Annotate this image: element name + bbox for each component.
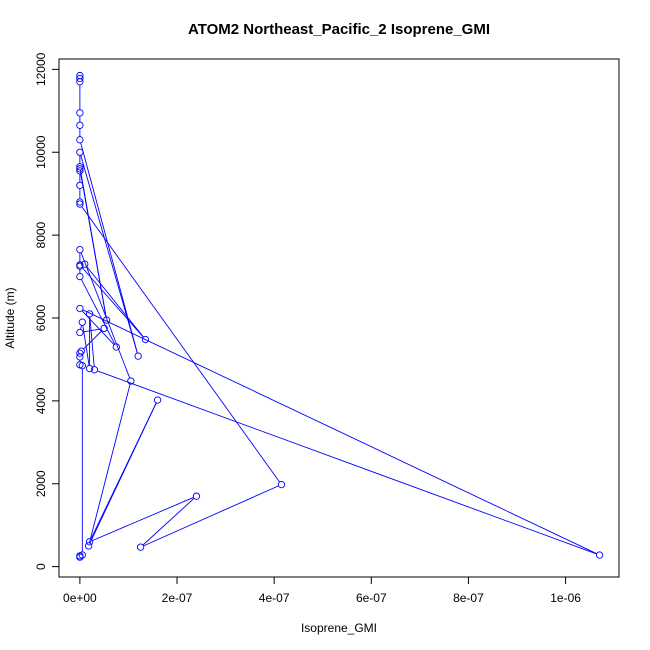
series-line-segment xyxy=(82,328,102,333)
x-tick-label: 1e-06 xyxy=(550,591,581,605)
x-axis-label: Isoprene_GMI xyxy=(301,621,377,635)
data-point xyxy=(85,310,94,318)
data-point xyxy=(76,78,84,86)
data-point xyxy=(85,538,94,546)
y-axis-label: Altitude (m) xyxy=(3,287,17,348)
y-tick-label: 4000 xyxy=(34,387,48,414)
data-point xyxy=(76,136,84,144)
series-line-segment xyxy=(88,383,131,543)
series-line-segment xyxy=(80,279,116,345)
data-point xyxy=(136,543,145,551)
data-point xyxy=(76,148,84,156)
series-line-segment xyxy=(86,266,144,338)
data-point xyxy=(76,272,84,281)
chart-title: ATOM2 Northeast_Pacific_2 Isoprene_GMI xyxy=(188,21,490,38)
x-tick-label: 8e-07 xyxy=(453,591,484,605)
data-point xyxy=(595,551,604,559)
x-tick-label: 6e-07 xyxy=(356,591,387,605)
data-point xyxy=(84,542,93,550)
data-point xyxy=(127,377,135,385)
data-point xyxy=(76,552,84,560)
data-point xyxy=(76,121,84,129)
x-tick-label: 4e-07 xyxy=(259,591,290,605)
y-axis: 0 2000 4000 6000 8000 10000 12000 xyxy=(34,52,60,570)
series-line-segment xyxy=(79,171,107,317)
data-point xyxy=(134,352,142,360)
data-point xyxy=(76,74,84,83)
data-point xyxy=(277,480,286,489)
y-tick-label: 0 xyxy=(34,563,48,570)
data-point xyxy=(76,181,84,190)
y-tick-label: 6000 xyxy=(34,304,48,331)
data-point xyxy=(76,349,84,357)
series-line-segment xyxy=(142,498,195,546)
series-line-segment xyxy=(82,309,597,555)
data-point xyxy=(90,366,99,374)
series-line-segment xyxy=(143,485,279,547)
series-line-segment xyxy=(92,497,194,541)
data-point xyxy=(76,163,84,171)
series-line-segment xyxy=(89,317,95,367)
x-tick-label: 2e-07 xyxy=(162,591,193,605)
data-point xyxy=(76,304,84,313)
data-point xyxy=(76,353,84,361)
x-axis: 0e+00 2e-07 4e-07 6e-07 8e-07 1e-06 xyxy=(63,576,581,605)
series-line-segment xyxy=(83,330,103,350)
data-point xyxy=(153,396,162,404)
data-point xyxy=(76,198,84,206)
data-point xyxy=(112,343,120,351)
data-point xyxy=(78,318,86,326)
data-point xyxy=(76,109,84,117)
data-point xyxy=(76,167,84,175)
series-layer xyxy=(76,71,604,561)
data-point xyxy=(192,492,201,500)
series-line-segment xyxy=(97,370,597,555)
data-point xyxy=(76,328,84,337)
series-line-segment xyxy=(80,252,131,379)
y-tick-label: 8000 xyxy=(34,221,48,248)
data-point xyxy=(100,324,108,333)
data-point xyxy=(76,200,84,208)
series-line-segment xyxy=(81,206,280,483)
x-tick-label: 0e+00 xyxy=(63,591,97,605)
data-point xyxy=(76,262,84,270)
series-line-segment xyxy=(80,325,83,330)
data-point xyxy=(78,362,86,370)
data-point xyxy=(102,316,111,324)
data-point xyxy=(76,245,84,254)
data-point xyxy=(81,260,89,268)
y-tick-label: 12000 xyxy=(34,52,48,86)
data-point xyxy=(141,335,150,344)
series-line-segment xyxy=(89,402,157,544)
data-point xyxy=(76,165,84,173)
series-line-segment xyxy=(81,267,144,338)
data-point xyxy=(85,364,94,373)
y-tick-label: 2000 xyxy=(34,470,48,497)
y-tick-label: 10000 xyxy=(34,135,48,169)
